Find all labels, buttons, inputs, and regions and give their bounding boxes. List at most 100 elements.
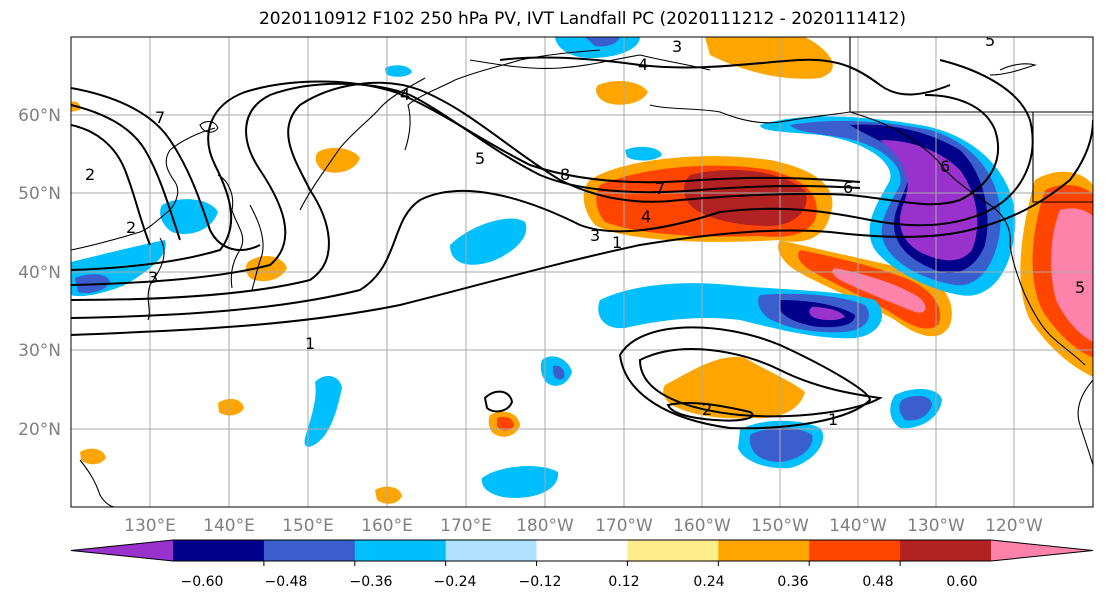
contour-line (71, 80, 861, 271)
colorbar-tick-label: 0.36 (777, 574, 808, 590)
colorbar-segment (718, 540, 810, 561)
contour-line (71, 87, 261, 251)
contour-label: 3 (672, 37, 682, 56)
contour-label: 2 (126, 218, 136, 237)
lat-label: 30°N (18, 341, 61, 361)
lon-label: 160°E (361, 516, 413, 536)
lon-label: 140°W (829, 516, 887, 536)
contour-line (71, 119, 1093, 336)
graticule (71, 37, 1093, 507)
colorbar-segment (354, 540, 447, 561)
lat-label: 50°N (18, 184, 61, 204)
colorbar-tick-label: 0.24 (693, 574, 724, 590)
colorbar-segment (173, 540, 265, 561)
lon-label: 140°E (203, 516, 255, 536)
pv-positive-blob (218, 398, 244, 416)
colorbar-tick-label: −0.36 (350, 574, 393, 590)
lat-label: 40°N (18, 263, 61, 283)
lon-label: 120°W (985, 516, 1043, 536)
pv-negative-blob (555, 37, 640, 58)
colorbar-tick-label: −0.60 (181, 574, 224, 590)
figure-title: 2020110912 F102 250 hPa PV, IVT Landfall… (258, 9, 906, 29)
colorbar-segment (445, 540, 538, 561)
ivt-contours (71, 56, 1093, 430)
contour-label: 1 (612, 233, 622, 252)
contour-label: 4 (638, 55, 648, 74)
contour-line (71, 104, 181, 241)
pv-negative-blob (385, 65, 412, 77)
contour-line (666, 401, 754, 422)
contour-label: 4 (400, 85, 410, 104)
colorbar-outline (70, 539, 1094, 562)
colorbar (70, 539, 1094, 566)
pv-positive-blob (497, 416, 514, 431)
pv-negative-blob (585, 37, 620, 47)
lon-label: 170°E (440, 516, 492, 536)
contour-line (499, 56, 951, 96)
colorbar-tick-label: 0.12 (608, 574, 639, 590)
pv-shading (71, 37, 1093, 504)
colorbar-tick-label: −0.24 (434, 574, 477, 590)
contour-line (618, 326, 872, 430)
pv-positive-blob (705, 37, 833, 79)
pv-positive-blob (80, 448, 106, 465)
longitude-labels: 130°E 140°E 150°E 160°E 170°E 180°W 170°… (124, 516, 1043, 536)
contour-label: 5 (475, 149, 485, 168)
contour-line (638, 348, 883, 418)
contour-line (71, 59, 1034, 319)
pv-negative-blob (880, 140, 978, 261)
contour-label: 6 (843, 178, 853, 197)
colorbar-extend-max (991, 540, 1093, 561)
pv-positive-blob (1051, 208, 1093, 342)
latitude-labels: 60°N 50°N 40°N 30°N 20°N (18, 106, 61, 440)
lon-label: 160°W (673, 516, 731, 536)
contour-label: 2 (85, 165, 95, 184)
lon-label: 130°E (124, 516, 176, 536)
lat-label: 60°N (18, 106, 61, 126)
lon-label: 130°W (907, 516, 965, 536)
contour-label: 1 (305, 334, 315, 353)
contour-label: 3 (590, 226, 600, 245)
colorbar-ticks: −0.60 −0.48 −0.36 −0.24 −0.12 0.12 0.24 … (181, 574, 978, 590)
contour-label: 2 (702, 400, 712, 419)
colorbar-extend-min (71, 540, 173, 561)
pv-negative-blob (809, 307, 845, 321)
map-layers: 1 2 3 4 5 6 7 8 1 2 3 4 5 6 7 1 2 3 4 5 (71, 31, 1093, 507)
pv-positive-filament (832, 268, 926, 313)
colorbar-tick-label: 0.48 (862, 574, 893, 590)
colorbar-segment (900, 540, 992, 561)
contour-line (71, 81, 1000, 301)
contour-label: 5 (985, 31, 995, 50)
pv-negative-blob (749, 427, 813, 462)
contour-label: 7 (155, 108, 165, 127)
contour-label: 8 (560, 165, 570, 184)
lon-label: 180°W (516, 516, 574, 536)
lon-label: 170°W (595, 516, 653, 536)
colorbar-tick-label: 0.60 (946, 574, 977, 590)
pv-negative-blob (481, 466, 559, 498)
contour-line (71, 124, 151, 246)
lon-label: 150°E (282, 516, 334, 536)
contour-label: 6 (940, 157, 950, 176)
map-frame (70, 36, 1094, 508)
contour-label: 7 (655, 179, 665, 198)
colorbar-segment (809, 540, 901, 561)
pv-positive-blob (596, 80, 648, 105)
pv-negative-blob (552, 365, 565, 380)
colorbar-segment (627, 540, 719, 561)
pv-positive-blob (375, 486, 402, 504)
contour-line (483, 390, 514, 413)
pv-positive-blob (684, 170, 807, 226)
contour-label: 5 (1075, 278, 1085, 297)
lon-label: 150°W (751, 516, 809, 536)
contour-label: 1 (828, 410, 838, 429)
pv-negative-blob (899, 395, 932, 421)
coastlines (71, 37, 1093, 507)
lat-label: 20°N (18, 420, 61, 440)
pv-negative-blob (450, 218, 527, 265)
contour-labels: 1 2 3 4 5 6 7 8 1 2 3 4 5 6 7 1 2 3 4 5 (85, 31, 1085, 429)
colorbar-tick-label: −0.12 (519, 574, 562, 590)
contour-label: 3 (148, 268, 158, 287)
colorbar-tick-label: −0.48 (265, 574, 308, 590)
